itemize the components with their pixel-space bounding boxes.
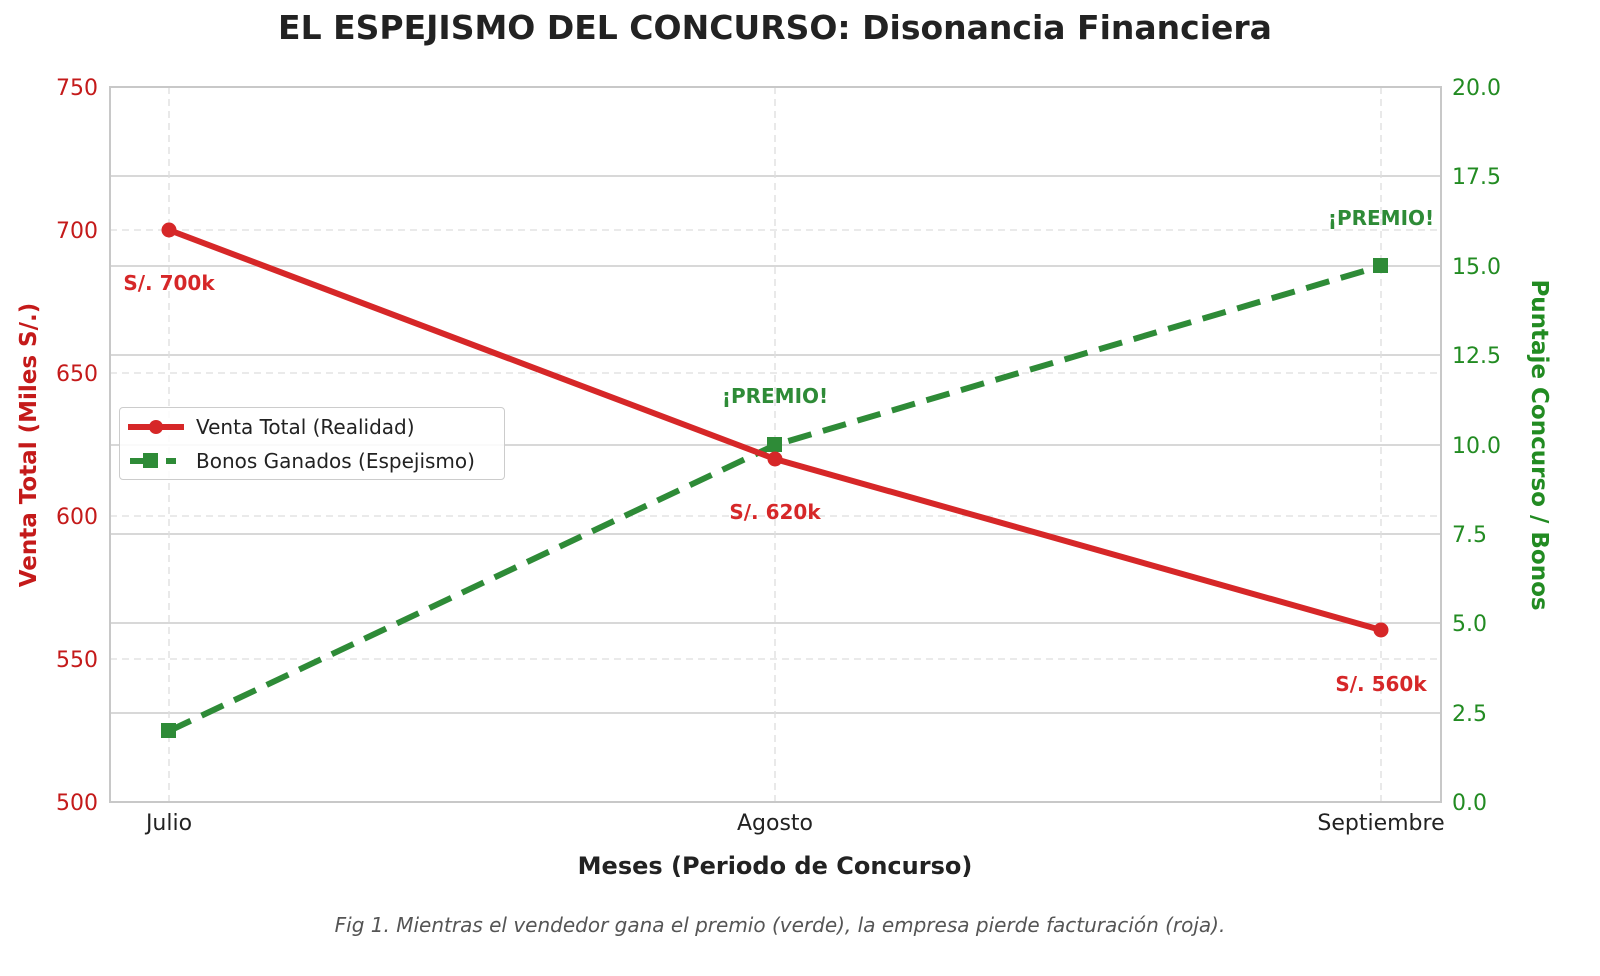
right-axis-label: Puntaje Concurso / Bonos — [1526, 279, 1552, 610]
right-tick: 20.0 — [1452, 76, 1501, 101]
x-axis-ticks: Julio Agosto Septiembre — [144, 811, 1445, 836]
legend-bonos-swatch-icon — [130, 453, 176, 468]
left-axis-label: Venta Total (Miles S/.) — [16, 303, 42, 588]
annotation-venta-agosto: S/. 620k — [729, 500, 821, 524]
right-tick: 7.5 — [1452, 523, 1487, 548]
x-tick: Agosto — [737, 811, 813, 836]
right-tick: 17.5 — [1452, 165, 1501, 190]
left-tick: 550 — [56, 648, 98, 673]
left-axis-ticks: 500 550 600 650 700 750 — [56, 76, 98, 816]
legend-label-venta: Venta Total (Realidad) — [196, 415, 415, 439]
legend-item-venta: Venta Total (Realidad) — [126, 410, 415, 444]
plot-frame — [109, 86, 1442, 803]
x-tick: Septiembre — [1317, 811, 1444, 836]
x-axis-label: Meses (Periodo de Concurso) — [577, 852, 973, 880]
annotation-venta-julio: S/. 700k — [123, 271, 215, 295]
left-axis-gridlines — [110, 87, 1441, 802]
legend-label-bonos: Bonos Ganados (Espejismo) — [196, 449, 475, 473]
left-tick: 750 — [56, 76, 98, 101]
annotation-premio-septiembre: ¡PREMIO! — [1328, 206, 1434, 230]
right-tick: 12.5 — [1452, 344, 1501, 369]
series-venta-markers — [161, 222, 1389, 638]
right-tick: 5.0 — [1452, 612, 1487, 637]
series-bonos-markers — [161, 258, 1388, 738]
annotation-venta-septiembre: S/. 560k — [1335, 672, 1427, 696]
right-tick: 10.0 — [1452, 434, 1501, 459]
annotation-premio-agosto: ¡PREMIO! — [722, 384, 828, 408]
chart-title: EL ESPEJISMO DEL CONCURSO: Disonancia Fi… — [278, 8, 1272, 47]
left-tick: 700 — [56, 219, 98, 244]
chart-legend: Venta Total (Realidad) Bonos Ganados (Es… — [119, 407, 505, 480]
right-tick: 0.0 — [1452, 791, 1487, 816]
left-tick: 650 — [56, 362, 98, 387]
x-tick: Julio — [144, 811, 192, 836]
left-tick: 500 — [56, 791, 98, 816]
legend-venta-swatch-icon — [128, 420, 184, 434]
right-axis-ticks: 0.0 2.5 5.0 7.5 10.0 12.5 15.0 17.5 20.0 — [1452, 76, 1501, 816]
right-tick: 2.5 — [1452, 702, 1487, 727]
left-tick: 600 — [56, 505, 98, 530]
legend-item-bonos: Bonos Ganados (Espejismo) — [126, 444, 475, 478]
right-tick: 15.0 — [1452, 255, 1501, 280]
figure-caption: Fig 1. Mientras el vendedor gana el prem… — [334, 913, 1226, 937]
